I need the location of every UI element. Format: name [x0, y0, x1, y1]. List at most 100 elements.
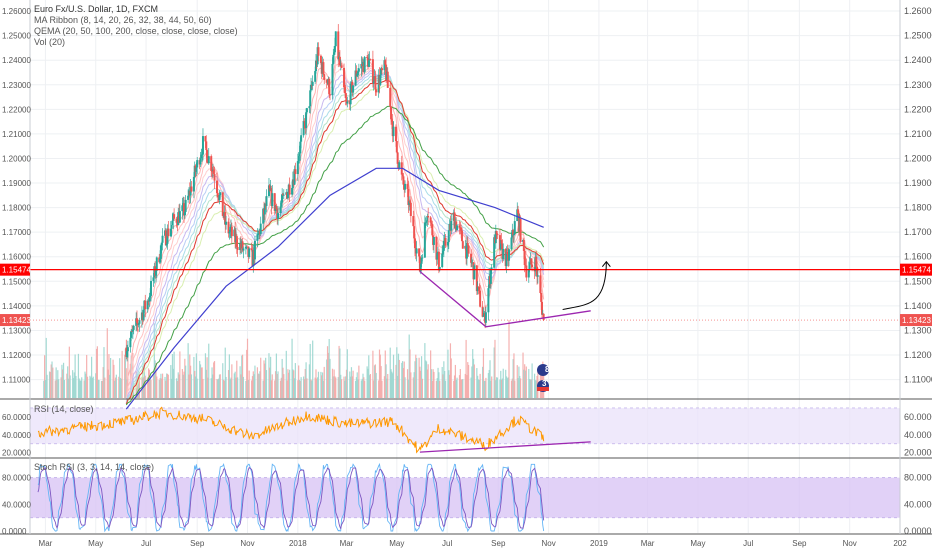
time-tick-label: 2019 [590, 539, 608, 548]
candle-body [536, 266, 539, 277]
events-badge-a[interactable]: 8 [537, 364, 550, 376]
volume-bar [397, 375, 399, 398]
candle-body [482, 315, 485, 317]
candle-body [302, 120, 305, 136]
candle-body [426, 215, 429, 222]
candle-body [201, 136, 204, 155]
volume-bar [436, 378, 438, 398]
volume-bar [275, 353, 277, 398]
candle-body [183, 203, 186, 216]
volume-bar [265, 370, 268, 398]
volume-bar [464, 373, 466, 398]
candle-body [436, 252, 439, 260]
candle-body [444, 237, 447, 246]
rsi-tick-label-left: 40.0000 [2, 431, 31, 440]
volume-bar [425, 360, 427, 398]
ma-ribbon-line [125, 75, 545, 404]
volume-bar [536, 375, 538, 398]
volume-bar [425, 361, 428, 398]
volume-bar [528, 368, 530, 398]
candle-body [487, 288, 490, 313]
candle-body [234, 229, 237, 243]
candle-body [375, 89, 378, 93]
candle-body [419, 263, 422, 272]
volume-bar [519, 375, 521, 398]
volume-bar [100, 380, 103, 398]
candle-body [296, 161, 299, 175]
candle-body [536, 275, 539, 277]
volume-bar [102, 367, 104, 398]
volume-bar [190, 374, 193, 398]
volume-bar [508, 320, 510, 398]
volume-bar [211, 367, 213, 398]
candle-body [496, 234, 499, 236]
candle-body [135, 318, 138, 323]
volume-bar [415, 354, 417, 398]
volume-bar [378, 349, 381, 398]
candle-body [479, 290, 482, 307]
resistance-label-right: 1.15474 [900, 263, 932, 276]
rsi-trendline[interactable] [419, 441, 591, 453]
volume-bar [448, 370, 450, 398]
volume-bar [108, 354, 110, 398]
legend-main[interactable]: Euro Fx/U.S. Dollar, 1D, FXCM MA Ribbon … [34, 4, 238, 48]
legend-ma-ribbon[interactable]: MA Ribbon (8, 14, 20, 26, 32, 38, 44, 50… [34, 15, 212, 25]
volume-bar [367, 368, 369, 398]
candle-body [129, 337, 132, 348]
candle-body [446, 242, 449, 246]
volume-bar [154, 360, 156, 398]
candle-body [328, 78, 331, 95]
svg-text:1.15474: 1.15474 [2, 266, 31, 275]
price-tick-label: 1.19000 [904, 178, 932, 188]
volume-bar [252, 371, 254, 398]
volume-bar [309, 343, 311, 398]
candle-body [331, 63, 334, 96]
time-tick-label: Sep [792, 539, 807, 548]
volume-bar [308, 364, 310, 398]
candle-body [435, 237, 438, 260]
volume-bar [77, 353, 80, 398]
volume-bar [363, 377, 365, 398]
volume-bar [156, 376, 158, 398]
candle-body [175, 218, 178, 223]
legend-rsi[interactable]: RSI (14, close) [34, 404, 94, 414]
candle-body [540, 293, 543, 302]
candle-body [259, 223, 262, 234]
volume-bar [340, 374, 342, 398]
legend-qema[interactable]: QEMA (20, 50, 100, 200, close, close, cl… [34, 26, 238, 36]
candle-body [204, 136, 207, 142]
price-trendline[interactable] [419, 271, 591, 328]
svg-text:1.13423: 1.13423 [902, 316, 931, 325]
projection-arrow[interactable] [562, 261, 607, 311]
candle-body [218, 195, 221, 201]
candle-body [367, 60, 370, 67]
volume-bar [406, 369, 409, 398]
candle-body [467, 245, 470, 254]
volume-bar [73, 372, 75, 398]
volume-bar [274, 371, 277, 398]
volume-bar [346, 349, 348, 398]
volume-bar [511, 378, 513, 398]
volume-bar [222, 379, 225, 398]
volume-bar [494, 339, 496, 398]
volume-bar [389, 347, 391, 398]
volume-bar [500, 370, 502, 398]
candle-body [242, 248, 245, 251]
volume-bar [112, 359, 114, 398]
legend-stoch-rsi[interactable]: Stoch RSI (3, 3, 14, 14, close) [34, 462, 155, 472]
candle-body [206, 150, 209, 163]
legend-volume[interactable]: Vol (20) [34, 37, 66, 47]
volume-bar [472, 349, 474, 398]
volume-bar [298, 365, 300, 398]
arrow-head-icon [601, 260, 611, 267]
volume-bar [426, 369, 428, 398]
volume-bar [331, 368, 334, 398]
volume-bar [519, 378, 522, 398]
candle-body [528, 262, 531, 270]
candle-body [418, 248, 421, 257]
events-badge-b[interactable]: 3 [537, 379, 549, 392]
volume-bar [454, 364, 456, 398]
time-tick-label: Mar [39, 539, 53, 548]
candle-body [360, 63, 363, 69]
